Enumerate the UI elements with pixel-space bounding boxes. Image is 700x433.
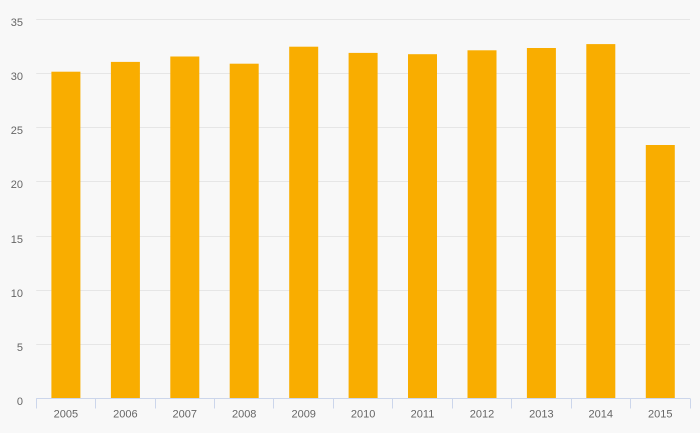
svg-text:5: 5	[17, 342, 23, 354]
svg-text:2007: 2007	[173, 409, 197, 421]
svg-text:2015: 2015	[648, 409, 672, 421]
svg-text:10: 10	[11, 288, 23, 300]
svg-text:2008: 2008	[232, 409, 256, 421]
svg-text:25: 25	[11, 125, 23, 137]
svg-text:2006: 2006	[113, 409, 137, 421]
svg-text:2012: 2012	[470, 409, 494, 421]
svg-text:20: 20	[11, 179, 23, 191]
svg-text:0: 0	[17, 396, 23, 408]
svg-text:2010: 2010	[351, 409, 375, 421]
svg-text:2013: 2013	[529, 409, 553, 421]
svg-text:35: 35	[11, 17, 23, 29]
svg-text:2011: 2011	[411, 409, 435, 421]
svg-text:2009: 2009	[291, 409, 315, 421]
svg-text:15: 15	[11, 234, 23, 246]
svg-text:2005: 2005	[54, 409, 78, 421]
svg-text:30: 30	[11, 71, 23, 83]
svg-text:2014: 2014	[589, 409, 613, 421]
